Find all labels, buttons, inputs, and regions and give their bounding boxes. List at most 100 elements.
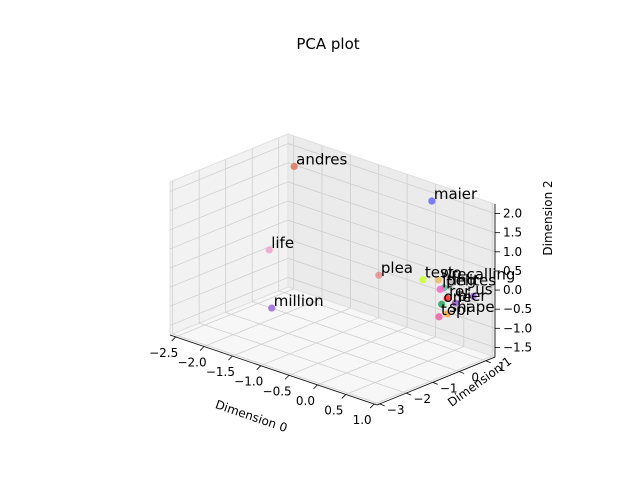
x-axis-line <box>169 334 378 406</box>
point-label-shape: shape <box>449 298 494 316</box>
x-tick-label: −2.0 <box>177 356 206 370</box>
x-axis-label: Dimension 0 <box>213 397 289 435</box>
grid-line-z-side <box>169 200 289 250</box>
grid-line-x-floor <box>232 307 351 357</box>
point-label-million: million <box>274 292 324 310</box>
y-tick-label: −3 <box>387 403 405 417</box>
x-tick-mark <box>341 394 347 399</box>
grid-lines <box>169 135 496 405</box>
data-point-rer <box>443 294 451 302</box>
data-point-plea <box>375 271 383 279</box>
x-tick-label: 1.0 <box>353 413 372 427</box>
grid-line-y-floor <box>278 290 486 362</box>
y-tick-label: −2 <box>413 392 431 406</box>
grid-line-z-back <box>287 257 496 329</box>
point-label-pelites: pelites <box>446 272 496 290</box>
z-tick-label: −1.0 <box>503 321 532 335</box>
grid-line-z-back <box>287 181 496 253</box>
y-axis-line <box>376 356 496 406</box>
y-tick-mark <box>459 371 465 374</box>
grid-line-x-floor <box>203 298 323 347</box>
point-label-life: life <box>271 234 294 252</box>
x-tick-label: −1.0 <box>234 375 263 389</box>
data-points <box>265 162 477 321</box>
grid-line-y-floor <box>199 322 407 394</box>
data-point-ing <box>447 283 455 291</box>
y-tick-mark <box>406 392 412 396</box>
grid-line-z-side <box>169 219 289 269</box>
data-point-andres <box>290 162 298 170</box>
x-tick-mark <box>171 336 176 342</box>
x-tick-mark <box>369 403 375 409</box>
point-label-us: us <box>475 280 493 298</box>
point-label-plea: plea <box>381 259 413 277</box>
x-tick-label: −2.5 <box>149 346 178 360</box>
grid-line-y-floor <box>172 333 380 405</box>
point-label-topi: topi <box>441 301 470 319</box>
data-point-life <box>265 246 273 254</box>
x-tick-label: 0.0 <box>296 394 315 408</box>
y-tick-mark <box>485 360 491 364</box>
grid-line-z-back <box>287 219 496 291</box>
data-point-million <box>268 304 276 312</box>
grid-line-y-floor <box>252 301 460 372</box>
point-label-rer: rer <box>449 282 471 300</box>
z-tick-label: −1.5 <box>503 340 532 354</box>
grid-line-z-side <box>169 181 289 231</box>
data-point-topi <box>435 313 443 321</box>
x-tick-mark <box>284 374 290 380</box>
y-tick-label: 0 <box>471 371 479 385</box>
data-point-lt <box>436 285 444 293</box>
grid-line-x-floor <box>374 355 493 405</box>
z-tick-label: 1.0 <box>503 245 522 259</box>
data-point-wo <box>434 276 442 284</box>
y-tick-mark <box>432 381 438 385</box>
data-point-one <box>438 300 446 308</box>
tick-labels: −2.5−2.0−1.5−1.0−0.50.00.51.0−3−2−101−1.… <box>149 207 532 427</box>
grid-line-x-floor <box>175 288 294 338</box>
data-point-test <box>419 276 427 284</box>
grid-line-z-side <box>169 277 289 326</box>
z-tick-label: 0.5 <box>503 264 522 278</box>
chart-title: PCA plot <box>296 35 359 53</box>
grid-line-x-floor <box>288 326 408 376</box>
point-label-wo: wo <box>440 264 461 282</box>
point-label-lt: lt <box>442 273 452 291</box>
point-label-andres: andres <box>296 150 347 168</box>
x-tick-label: 0.5 <box>324 403 343 417</box>
grid-line-x-floor <box>345 346 464 395</box>
x-tick-label: −1.5 <box>206 365 235 379</box>
point-label-ing: ing <box>453 271 476 289</box>
grid-line-z-back <box>287 162 496 234</box>
grid-line-z-side <box>169 162 289 212</box>
z-tick-label: 0.0 <box>503 283 522 297</box>
point-label-maier: maier <box>434 185 478 203</box>
grid-line-z-side <box>169 143 289 192</box>
point-label-bier: bier <box>457 287 487 305</box>
x-tick-mark <box>199 346 205 351</box>
point-label-recalling: recalling <box>451 266 515 284</box>
y-tick-label: −1 <box>440 381 458 395</box>
y-tick-label: 1 <box>498 360 506 374</box>
data-point-shape <box>443 310 451 318</box>
z-tick-label: 1.5 <box>503 226 522 240</box>
x-tick-label: −0.5 <box>263 384 292 398</box>
x-tick-mark <box>313 384 318 390</box>
axis-lines <box>169 204 500 409</box>
z-tick-label: −0.5 <box>503 302 532 316</box>
grid-line-x-floor <box>260 317 379 367</box>
data-point-maier <box>428 197 436 205</box>
x-tick-mark <box>256 365 262 370</box>
grid-line-z-back <box>287 277 496 348</box>
grid-line-z-back <box>287 143 496 214</box>
z-tick-label: 2.0 <box>503 207 522 221</box>
z-axis-label: Dimension 2 <box>541 180 555 255</box>
grid-line-y-floor <box>225 311 433 383</box>
point-label-test: test <box>425 264 454 282</box>
grid-line-z-back <box>287 238 496 310</box>
y-tick-mark <box>379 403 385 407</box>
point-label-one: one <box>444 288 472 306</box>
grid-line-z-back <box>287 200 496 272</box>
x-tick-mark <box>228 355 233 361</box>
